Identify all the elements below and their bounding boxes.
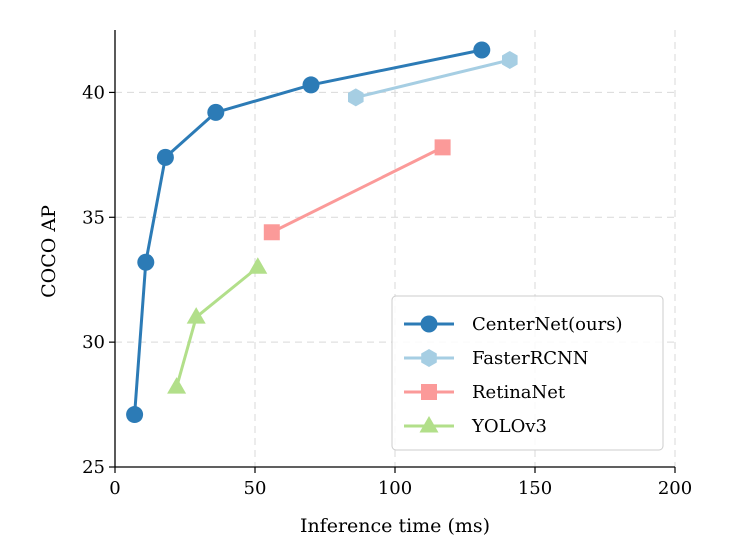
- data-point: [434, 139, 451, 156]
- data-point: [137, 253, 155, 271]
- legend-marker: [421, 349, 437, 367]
- y-tick-label: 35: [82, 207, 105, 228]
- x-tick-label: 150: [518, 478, 552, 499]
- series-line: [355, 58, 511, 99]
- series-0: [126, 41, 491, 424]
- y-tick-label: 30: [82, 332, 105, 353]
- series-3: [167, 257, 268, 394]
- legend-item: RetinaNet: [404, 382, 566, 403]
- legend-label: YOLOv3: [471, 416, 547, 437]
- y-tick-label: 40: [82, 82, 105, 103]
- legend-box: [391, 295, 664, 451]
- data-point: [126, 406, 144, 424]
- x-tick-label: 0: [109, 478, 120, 499]
- series-line: [133, 48, 483, 415]
- data-point: [348, 88, 364, 107]
- data-point: [248, 257, 268, 274]
- legend-item: FasterRCNN: [404, 348, 589, 369]
- legend-items: CenterNet(ours) FasterRCNN RetinaNet YOLOv3: [404, 314, 622, 437]
- x-tick-label: 200: [658, 478, 692, 499]
- data-point: [156, 148, 174, 166]
- legend-marker: [419, 416, 439, 433]
- series-line: [271, 146, 444, 234]
- data-point: [186, 307, 206, 324]
- series-line: [175, 266, 259, 388]
- legend-item: CenterNet(ours): [404, 314, 622, 335]
- axis-ticks: 0 50 100 150 200 25 30 35 40: [82, 82, 692, 499]
- legend-marker: [420, 315, 438, 333]
- series-1: [348, 50, 518, 107]
- data-point: [502, 50, 518, 69]
- legend-label: FasterRCNN: [472, 348, 589, 369]
- legend-item: YOLOv3: [404, 416, 547, 437]
- legend: CenterNet(ours) FasterRCNN RetinaNet YOLOv3: [391, 295, 664, 451]
- series-2: [263, 139, 451, 241]
- y-axis-label: COCO AP: [38, 205, 60, 298]
- x-tick-label: 50: [244, 478, 267, 499]
- y-tick-label: 25: [82, 457, 105, 478]
- legend-label: RetinaNet: [472, 382, 566, 403]
- data-point: [473, 41, 491, 59]
- data-point: [263, 224, 280, 241]
- data-point: [207, 103, 225, 121]
- legend-marker: [421, 384, 437, 400]
- x-tick-label: 100: [378, 478, 412, 499]
- legend-label: CenterNet(ours): [472, 314, 622, 335]
- data-point: [167, 377, 187, 394]
- series-group: [126, 41, 518, 424]
- data-point: [302, 76, 320, 94]
- x-axis-label: Inference time (ms): [300, 515, 490, 537]
